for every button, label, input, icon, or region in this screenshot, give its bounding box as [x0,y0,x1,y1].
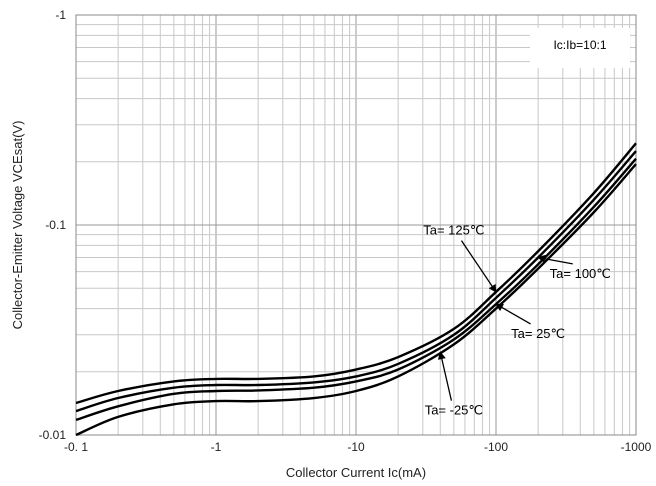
x-axis-label: Collector Current Ic(mA) [286,465,426,480]
annotation-label: Ta= -25℃ [425,403,483,418]
x-tick-label: -100 [484,440,508,454]
legend-box: Ic:Ib=10:1 [530,28,630,68]
x-tick-label: -1 [211,440,222,454]
x-tick-label: -0. 1 [64,440,88,454]
y-tick-label: -0.1 [45,218,66,232]
series-line-3 [75,142,637,405]
annotation-arrow [537,254,573,265]
annotation-arrow [437,351,453,401]
y-tick-label: -1 [55,8,66,22]
grid [75,15,636,436]
y-tick-labels: -0.01 -0.1 -1 [39,8,67,442]
annotation-arrow [460,240,497,293]
legend-text: Ic:Ib=10:1 [553,38,606,52]
annotation-label: Ta= 125℃ [423,223,484,238]
y-axis-label: Collector-Emitter Voltage VCEsat(V) [10,121,25,330]
y-tick-label: -0.01 [39,428,67,442]
x-tick-label: -10 [347,440,365,454]
series-line-2 [75,150,637,413]
annotations: Ta= 125℃ Ta= 100℃ Ta= 25℃ Ta= -25℃ [423,223,611,418]
x-tick-labels: -0. 1 -1 -10 -100 -1000 [64,440,652,454]
annotation-label: Ta= 100℃ [550,266,611,281]
plot-frame [75,14,637,436]
x-tick-label: -1000 [621,440,652,454]
series-line-0 [75,163,637,437]
annotation-label: Ta= 25℃ [511,326,565,341]
annotation-arrow [495,303,531,325]
